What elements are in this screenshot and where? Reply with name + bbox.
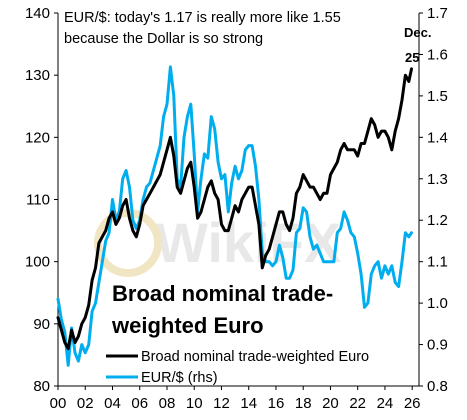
series-line-trade-weighted-euro — [56, 67, 413, 351]
x-tick-label: 26 — [404, 395, 421, 412]
legend-label-trade-weighted-euro: Broad nominal trade-weighted Euro — [141, 349, 369, 365]
right-tick-label: 1.6 — [427, 46, 448, 63]
left-tick-label: 110 — [26, 192, 50, 209]
x-tick-label: 24 — [377, 395, 394, 412]
left-tick-label: 140 — [25, 5, 50, 22]
left-tick-label: 130 — [25, 67, 50, 84]
series-line-eurusd — [56, 65, 413, 367]
inner-title-background — [108, 280, 350, 342]
inner-title-line-2: weighted Euro — [111, 313, 264, 338]
right-tick-label: 0.8 — [427, 378, 448, 395]
legend: Broad nominal trade-weighted Euro EUR/$ … — [106, 349, 369, 386]
left-tick-label: 120 — [25, 129, 50, 146]
chart-note-line-1: EUR/$: today's 1.17 is really more like … — [64, 10, 341, 26]
annotation-line-1: Dec. — [404, 25, 431, 40]
series-layer — [56, 65, 413, 367]
annotation-line-2: 25 — [405, 50, 419, 65]
right-tick-label: 1.2 — [427, 212, 448, 229]
right-tick-label: 0.9 — [427, 337, 448, 354]
x-tick-label: 22 — [349, 395, 366, 412]
left-tick-label: 100 — [25, 254, 50, 271]
x-tick-label: 04 — [104, 395, 121, 412]
x-tick-label: 00 — [50, 395, 67, 412]
x-tick-label: 02 — [77, 395, 94, 412]
left-tick-label: 80 — [33, 378, 50, 395]
right-tick-label: 1.7 — [427, 5, 448, 22]
watermark-text: WikiFX — [155, 211, 341, 274]
x-tick-label: 14 — [240, 395, 257, 412]
chart-note-line-2: because the Dollar is so strong — [64, 31, 263, 47]
right-axis: 0.8 0.9 1.0 1.1 1.2 1.3 1.4 1.5 1.6 1.7 — [419, 5, 448, 395]
x-tick-label: 16 — [268, 395, 285, 412]
right-tick-label: 1.1 — [427, 254, 448, 271]
left-axis: 80 90 100 110 120 130 140 — [25, 5, 58, 395]
legend-label-eurusd: EUR/$ (rhs) — [141, 370, 218, 386]
x-tick-label: 06 — [131, 395, 148, 412]
x-tick-label: 20 — [322, 395, 339, 412]
right-tick-label: 1.4 — [427, 129, 448, 146]
right-tick-label: 1.5 — [427, 88, 448, 105]
left-tick-label: 90 — [33, 316, 50, 333]
x-tick-label: 12 — [213, 395, 230, 412]
x-tick-label: 18 — [295, 395, 312, 412]
x-tick-label: 10 — [186, 395, 203, 412]
inner-title-line-1: Broad nominal trade- — [112, 281, 333, 306]
right-tick-label: 1.3 — [427, 171, 448, 188]
x-axis: 00 02 04 06 08 10 12 14 16 18 20 22 24 26 — [50, 386, 421, 412]
right-tick-label: 1.0 — [427, 295, 448, 312]
x-tick-label: 08 — [159, 395, 176, 412]
legend-background — [104, 344, 416, 384]
legend-label-eurusd-axis: rhs — [193, 370, 213, 386]
legend-label-eurusd-name: EUR/$ — [141, 370, 184, 386]
